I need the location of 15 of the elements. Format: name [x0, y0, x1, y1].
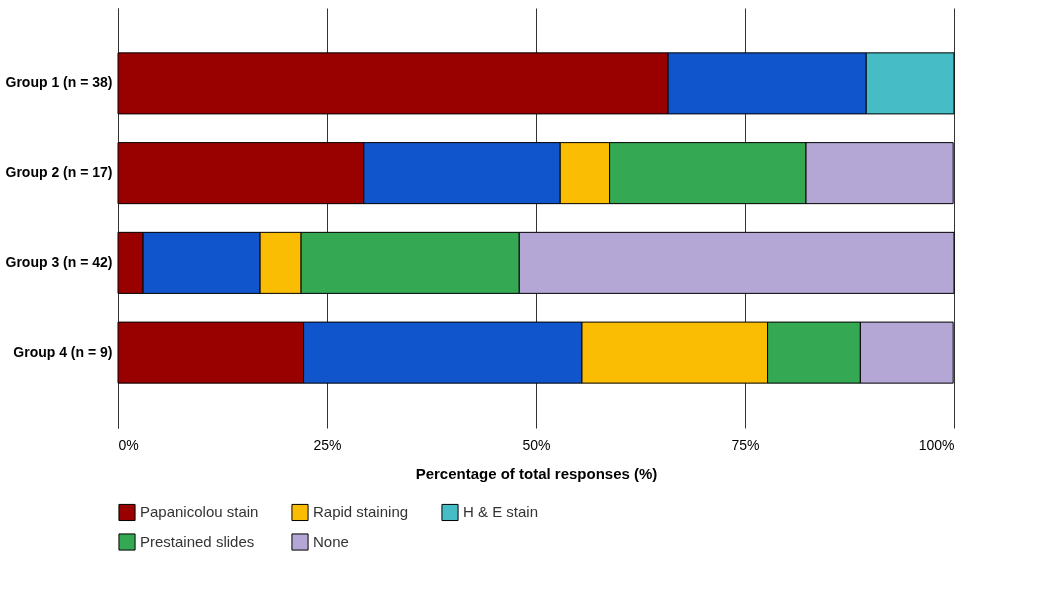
y-tick-label: Group 1 (n = 38) — [5, 74, 113, 91]
x-tick-label: 100% — [918, 436, 955, 453]
legend-label: Rapid staining — [313, 503, 409, 521]
x-tick-label: 75% — [731, 436, 760, 453]
x-tick-label: 50% — [522, 436, 551, 453]
legend-label: None — [313, 533, 349, 550]
y-tick-label: Group 2 (n = 17) — [5, 164, 113, 181]
y-tick-label: Group 3 (n = 42) — [5, 253, 113, 270]
legend-label: Papanicolou stain — [140, 503, 259, 521]
legend-label: Prestained slides — [140, 533, 255, 550]
legend-label: H & E stain — [463, 503, 539, 521]
x-axis-title: Percentage of total responses (%) — [415, 464, 658, 482]
x-tick-label: 25% — [313, 436, 342, 453]
y-tick-label: Group 4 (n = 9) — [13, 343, 113, 360]
x-tick-label: 0% — [118, 436, 139, 453]
